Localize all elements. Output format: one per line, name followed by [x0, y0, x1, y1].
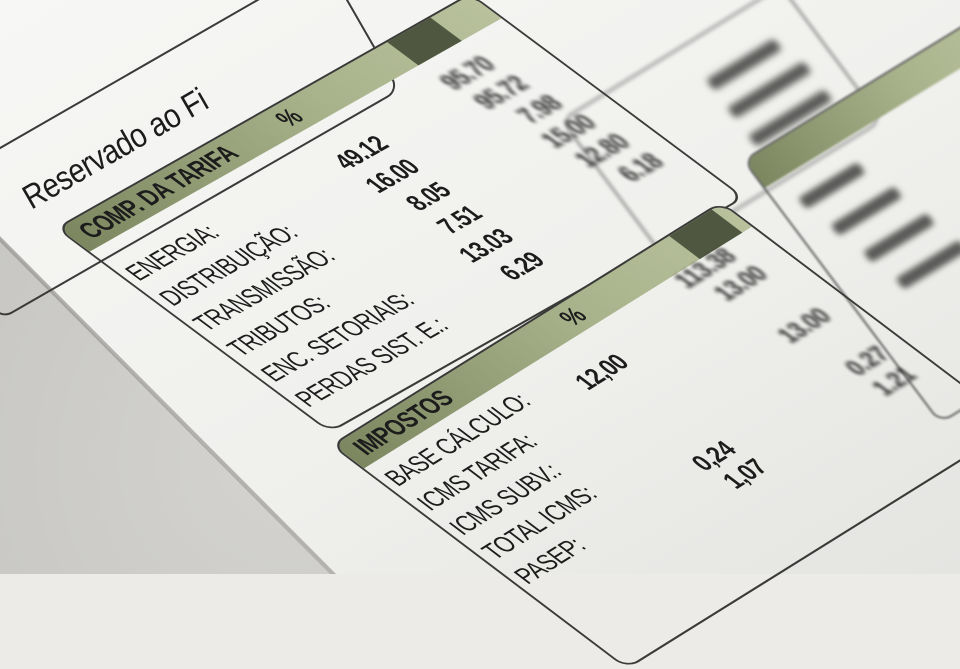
tax-value: 12,00: [568, 349, 636, 395]
tax-blurred-value: 13.00: [770, 303, 838, 349]
